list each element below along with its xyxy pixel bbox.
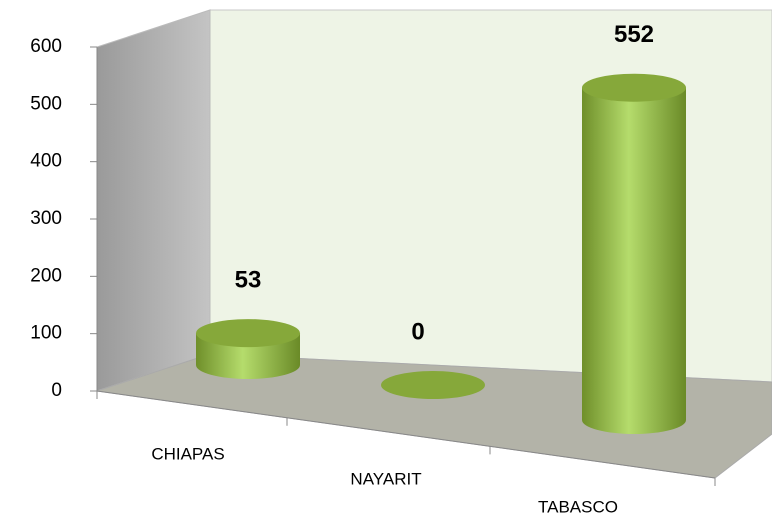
x-axis-line	[96, 390, 716, 479]
y-tick-label: 200	[30, 265, 62, 286]
x-tick-label: CHIAPAS	[151, 444, 224, 463]
y-tick-label: 300	[30, 208, 62, 229]
back-wall	[209, 9, 772, 383]
value-label: 552	[614, 21, 654, 48]
y-tick-label: 0	[51, 380, 62, 401]
side-wall	[96, 9, 211, 392]
value-label: 53	[235, 266, 262, 293]
x-tick-label: TABASCO	[538, 497, 618, 516]
cylinder-top	[582, 73, 686, 102]
y-tick-label: 100	[30, 323, 62, 344]
y-tick-label: 500	[30, 93, 62, 114]
cylinder-top	[196, 319, 300, 348]
y-tick-label: 600	[30, 36, 62, 57]
value-label: 0	[411, 318, 424, 345]
y-tick-label: 400	[30, 151, 62, 172]
cylinder-top	[381, 371, 485, 399]
cylinder-body	[582, 87, 686, 435]
x-tick-label: NAYARIT	[350, 469, 421, 488]
